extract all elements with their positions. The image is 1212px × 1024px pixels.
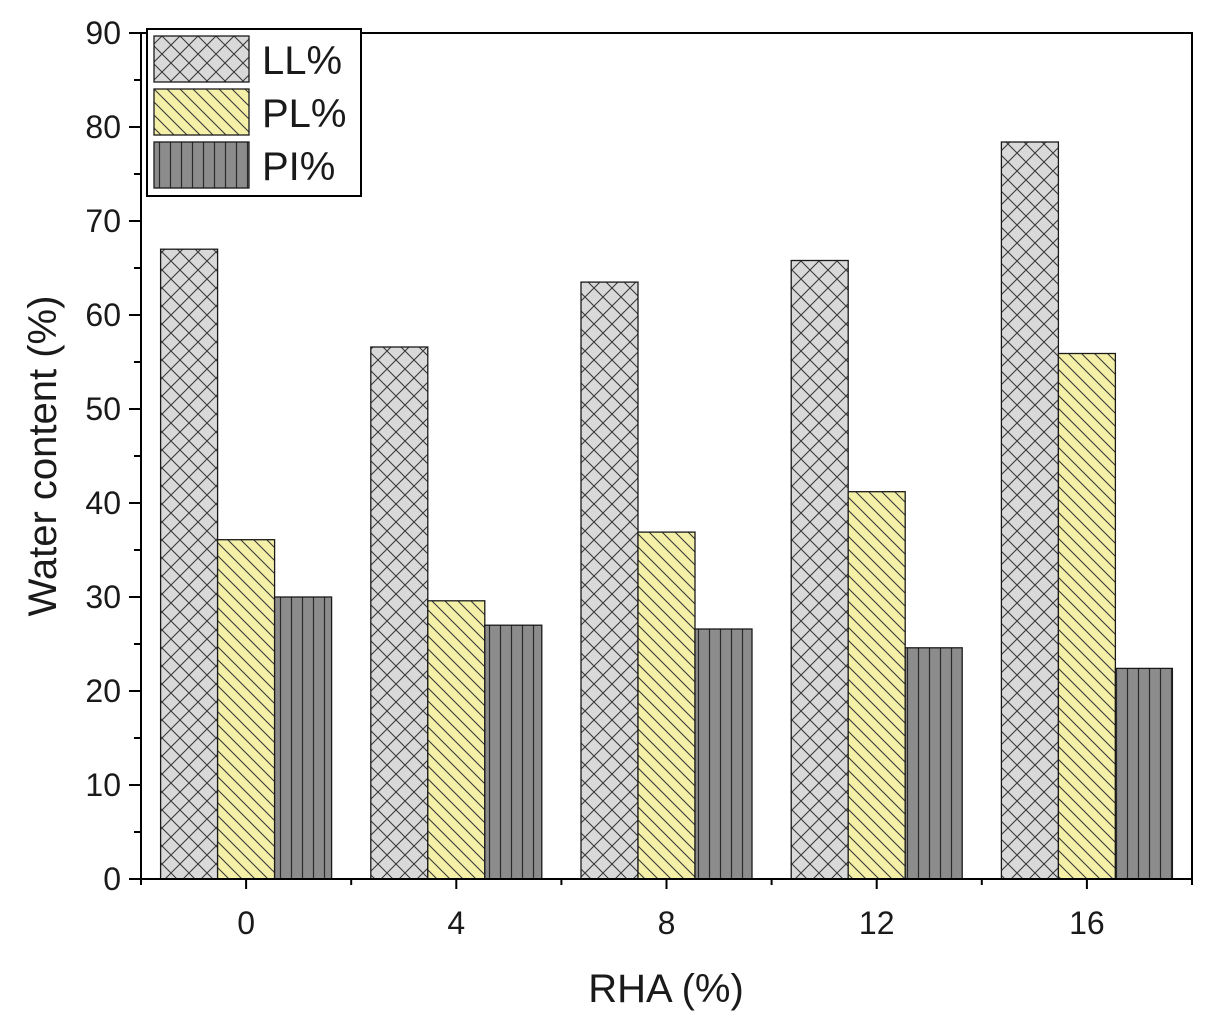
y-tick-label-60: 60 (85, 297, 121, 333)
bar-pl-12 (847, 491, 906, 880)
y-tick-label-40: 40 (85, 485, 121, 521)
x-tick-label-0: 0 (237, 905, 255, 941)
bar-pl-16 (1057, 352, 1117, 880)
bar-ll-8 (580, 281, 639, 880)
x-tick-label-4: 4 (447, 905, 465, 941)
bar-pl-8 (637, 531, 696, 880)
bar-pl-4 (427, 600, 486, 880)
legend-swatch-ll (153, 35, 250, 83)
legend-swatch-pl (153, 88, 250, 136)
legend-label-ll: LL% (262, 39, 342, 83)
y-tick-label-30: 30 (85, 579, 121, 615)
bar-ll-4 (370, 346, 429, 880)
x-tick-label-16: 16 (1069, 905, 1105, 941)
y-tick-label-50: 50 (85, 391, 121, 427)
legend-label-pi: PI% (262, 145, 335, 189)
bar-ll-0 (159, 248, 219, 880)
x-tick-label-8: 8 (658, 905, 676, 941)
y-tick-label-0: 0 (103, 861, 121, 897)
y-tick-label-70: 70 (85, 203, 121, 239)
y-tick-label-90: 90 (85, 15, 121, 51)
bar-ll-16 (1000, 141, 1060, 880)
legend-label-pl: PL% (262, 92, 347, 136)
bar-ll-12 (790, 259, 849, 880)
legend: LL% PL% PI% (146, 28, 362, 197)
y-tick-label-10: 10 (85, 767, 121, 803)
y-tick-label-80: 80 (85, 109, 121, 145)
bar-pi-8 (694, 628, 753, 880)
x-tick-label-12: 12 (859, 905, 895, 941)
bar-pi-16 (1114, 667, 1174, 880)
x-axis-title: RHA (%) (588, 967, 744, 1011)
y-axis-title: Water content (%) (21, 296, 65, 617)
bar-pi-0 (273, 596, 333, 880)
legend-swatch-pi (153, 141, 250, 189)
bar-pl-0 (216, 539, 276, 880)
bar-pi-12 (904, 647, 963, 880)
y-tick-label-20: 20 (85, 673, 121, 709)
bar-pi-4 (484, 624, 543, 880)
